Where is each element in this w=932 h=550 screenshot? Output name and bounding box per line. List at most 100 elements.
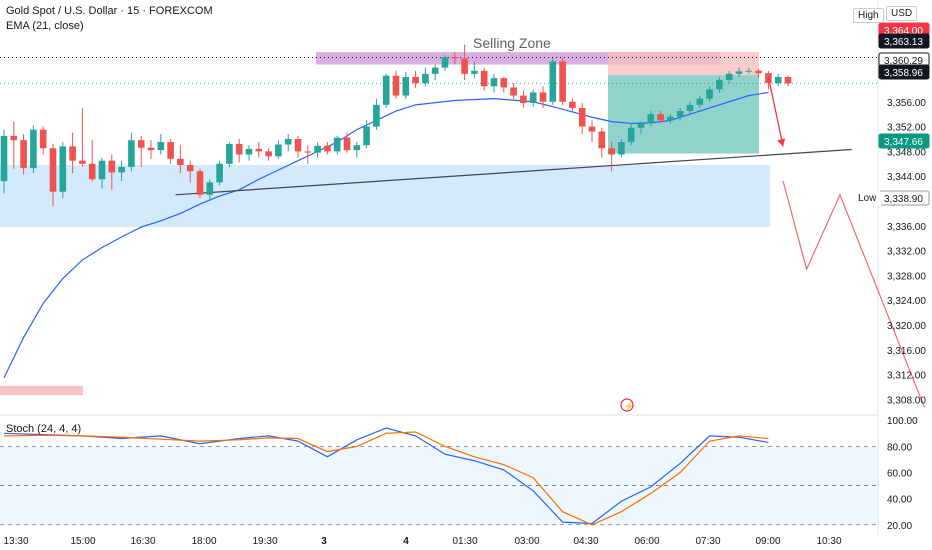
candle-body: [206, 182, 214, 195]
time-axis-tick: 19:30: [252, 536, 277, 547]
candle-body: [98, 160, 106, 180]
time-axis-tick: 18:00: [191, 536, 216, 547]
stoch-d-line: [3, 431, 769, 526]
stoch-label: Stoch (24, 4, 4): [6, 423, 82, 435]
candle-body: [137, 140, 145, 148]
candle-body: [559, 61, 566, 102]
candle-body: [88, 163, 96, 180]
price-axis-tick: 3,344.00: [887, 172, 926, 183]
price-tag-label: 3,364.00: [884, 26, 923, 37]
candle-body: [696, 98, 704, 105]
candle-body: [373, 104, 380, 127]
price-axis-tick: 3,328.00: [887, 271, 926, 282]
ema-label: EMA (21, close): [6, 20, 84, 32]
candle-body: [216, 163, 223, 183]
candle-body: [314, 145, 321, 153]
low-marker-label: Low: [853, 191, 882, 206]
candle-body: [412, 76, 419, 84]
price-tag-label: 3,363.13: [884, 37, 923, 48]
projection-path: [782, 180, 925, 408]
candle-body: [431, 67, 439, 74]
candle-body: [30, 129, 37, 169]
price-tag: [878, 33, 930, 49]
high-button[interactable]: High: [853, 8, 884, 23]
candle-body: [745, 70, 753, 72]
stoch-axis-tick: 80.00: [887, 442, 912, 453]
candle-body: [451, 57, 459, 59]
stoch-axis-tick: 60.00: [887, 469, 912, 480]
candle-body: [363, 126, 370, 146]
candle-body: [706, 89, 713, 99]
candle-body: [108, 160, 116, 173]
candle-body: [441, 57, 449, 68]
candle-body: [422, 73, 429, 84]
candle-body: [382, 75, 390, 105]
candle-body: [265, 151, 272, 157]
time-axis-tick: 06:00: [634, 536, 659, 547]
candle-body: [147, 147, 155, 151]
time-axis-tick: 15:00: [70, 536, 95, 547]
stoch-axis-tick: 100.00: [887, 416, 918, 427]
selling-zone-label: Selling Zone: [473, 35, 551, 51]
candle-body: [324, 145, 331, 152]
alert-icon-glyph: ⚡: [624, 401, 634, 411]
time-axis-tick: 07:30: [695, 536, 720, 547]
candle-body: [128, 140, 135, 167]
candle-body: [637, 123, 645, 128]
price-axis-tick: 3,312.00: [887, 371, 926, 382]
candle-body: [304, 151, 312, 153]
candle-body: [480, 70, 488, 87]
candle-body: [608, 148, 615, 155]
time-axis-tick: 13:30: [3, 536, 28, 547]
projection-arrow: [767, 76, 784, 147]
candle-body: [402, 76, 410, 96]
time-axis-tick: 10:30: [816, 536, 841, 547]
candle-body: [157, 142, 165, 151]
candle-body: [196, 171, 204, 195]
candle-body: [10, 135, 18, 141]
candle-body: [529, 92, 537, 103]
price-tag: [878, 133, 930, 149]
candle-body: [598, 131, 606, 149]
candle-body: [588, 126, 596, 132]
currency-button[interactable]: USD: [886, 6, 918, 21]
symbol-title: Gold Spot / U.S. Dollar · 15 · FOREXCOM: [6, 5, 213, 17]
candle-body: [49, 148, 57, 192]
candle-body: [79, 160, 86, 164]
alert-icon: [620, 398, 634, 412]
candle-body: [618, 142, 625, 155]
candle-body: [657, 114, 664, 121]
candle-body: [235, 143, 243, 155]
candle-body: [716, 80, 723, 90]
candle-body: [59, 146, 67, 192]
price-tag-label: 3,338.90: [884, 194, 923, 205]
candle-body: [549, 61, 557, 102]
trendline: [175, 148, 852, 196]
candle-body: [20, 140, 27, 169]
stoch-k-line: [3, 427, 769, 525]
time-axis-tick: 16:30: [130, 536, 155, 547]
candle-body: [676, 111, 684, 117]
candle-body: [245, 148, 253, 155]
price-axis-tick: 3,348.00: [887, 147, 926, 158]
price-axis-tick: 3,308.00: [887, 395, 926, 406]
stoch-axis-tick: 40.00: [887, 495, 912, 506]
time-axis-tick: 04:30: [573, 536, 598, 547]
candle-body: [343, 137, 351, 151]
time-axis-tick: 03:00: [514, 536, 539, 547]
candle-body: [353, 145, 361, 151]
candle-body: [667, 116, 674, 121]
price-axis-tick: 3,324.00: [887, 296, 926, 307]
time-axis-tick: 01:30: [452, 536, 477, 547]
old-resistance-zone: [0, 385, 83, 396]
price-tag-label: 3,360.29: [884, 56, 923, 67]
time-axis-tick: 09:00: [755, 536, 780, 547]
candle-body: [177, 158, 184, 166]
candle-body: [647, 114, 655, 124]
candle-body: [510, 87, 517, 96]
candle-body: [118, 166, 125, 173]
candle-body: [226, 143, 233, 164]
candle-body: [39, 129, 47, 149]
candle-body: [69, 146, 76, 161]
